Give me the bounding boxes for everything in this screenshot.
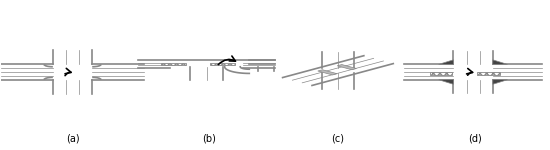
- Text: (d): (d): [468, 133, 482, 143]
- Polygon shape: [438, 60, 453, 64]
- Bar: [210, 63, 235, 65]
- Bar: [477, 72, 500, 75]
- Bar: [161, 63, 186, 65]
- Polygon shape: [337, 64, 356, 70]
- Polygon shape: [438, 80, 453, 84]
- Polygon shape: [318, 70, 337, 75]
- Bar: [430, 72, 453, 75]
- Polygon shape: [493, 60, 508, 64]
- Polygon shape: [493, 80, 508, 84]
- Text: (c): (c): [332, 133, 344, 143]
- Text: (b): (b): [202, 133, 216, 143]
- Text: (a): (a): [65, 133, 79, 143]
